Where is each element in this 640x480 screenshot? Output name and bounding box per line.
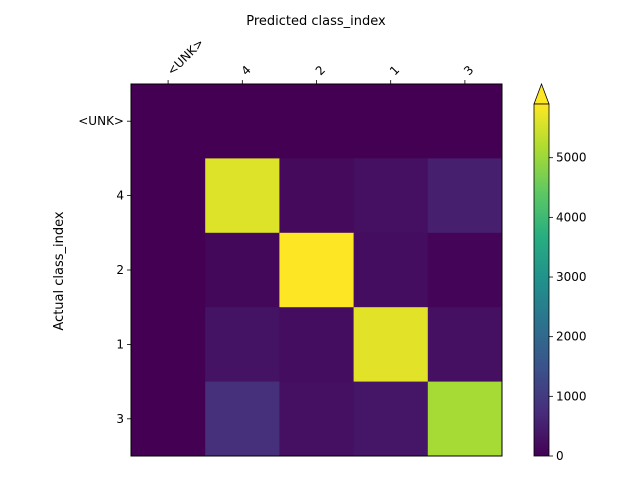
x-tick-label: 3	[461, 63, 476, 78]
heatmap-cell	[427, 84, 503, 159]
y-axis-title: Actual class_index	[52, 211, 67, 331]
colorbar-tick-label: 1000	[556, 389, 587, 403]
y-tick-label: 4	[116, 189, 124, 203]
heatmap-cell	[353, 232, 429, 308]
colorbar-tick-label: 4000	[556, 210, 587, 224]
heatmap-cell	[205, 158, 280, 234]
y-tick-labels: <UNK> 4 2 1 3	[78, 114, 131, 426]
colorbar-tick-label: 5000	[556, 151, 587, 165]
colorbar-tick-label: 0	[556, 449, 564, 463]
heatmap-cell	[131, 158, 206, 234]
colorbar: 0 1000 2000 3000 4000 5000	[533, 82, 587, 463]
heatmap-cell	[131, 381, 206, 457]
y-tick-label: 3	[116, 412, 124, 426]
x-tick-label: 1	[387, 63, 402, 78]
heatmap-cell	[279, 307, 355, 383]
y-tick-label: 2	[116, 263, 124, 277]
heatmap-cell	[279, 381, 355, 457]
heatmap-cell	[427, 381, 503, 457]
x-tick-label: 4	[239, 63, 254, 78]
heatmap-cell	[353, 158, 429, 234]
x-tick-label: <UNK>	[164, 36, 206, 78]
y-tick-label: 1	[116, 337, 124, 351]
colorbar-gradient	[533, 103, 550, 457]
heatmap-cell	[131, 307, 206, 383]
colorbar-extend-arrow	[533, 82, 550, 105]
heatmap-cell	[353, 307, 429, 383]
colorbar-ticks: 0 1000 2000 3000 4000 5000	[549, 151, 587, 463]
heatmap-cell	[279, 84, 355, 159]
heatmap-cell	[205, 232, 280, 308]
heatmap-cell	[353, 381, 429, 457]
y-tick-label: <UNK>	[78, 114, 124, 128]
heatmap-cells	[131, 84, 503, 457]
heatmap-cell	[205, 84, 280, 159]
plot-frame	[130, 83, 503, 457]
x-axis-title: Predicted class_index	[246, 14, 386, 29]
heatmap-cell	[131, 84, 206, 159]
heatmap-cell	[205, 307, 280, 383]
colorbar-tick-label: 2000	[556, 330, 587, 344]
heatmap-cell	[427, 158, 503, 234]
heatmap-cell	[131, 232, 206, 308]
colorbar-tick-label: 3000	[556, 270, 587, 284]
heatmap-cell	[353, 84, 429, 159]
heatmap-cell	[427, 307, 503, 383]
heatmap-cell	[205, 381, 280, 457]
heatmap-cell	[279, 232, 355, 308]
x-tick-labels: <UNK> 4 2 1 3	[164, 36, 476, 84]
heatmap-cell	[427, 232, 503, 308]
x-tick-label: 2	[313, 63, 328, 78]
heatmap-cell	[279, 158, 355, 234]
